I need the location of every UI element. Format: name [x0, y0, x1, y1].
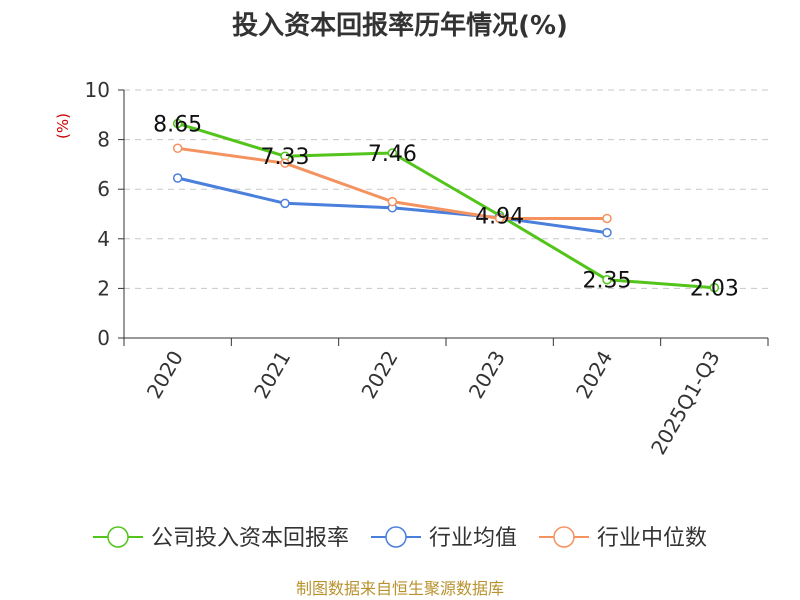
- x-tick-label: 2023: [464, 346, 510, 402]
- legend-swatch-marker: [553, 526, 575, 548]
- data-point: [709, 282, 720, 293]
- x-tick-label: 2024: [571, 347, 617, 403]
- data-point: [494, 213, 505, 224]
- data-labels: 8.65 7.33 7.46 4.94 2.35 2.03: [153, 112, 739, 301]
- grid-lines: [124, 89, 768, 289]
- data-point: [602, 227, 612, 238]
- data-point: [172, 173, 183, 183]
- y-axis-label: (%): [54, 113, 72, 139]
- legend-label: 公司投入资本回报率: [151, 526, 349, 551]
- x-tick-label: 2021: [249, 347, 295, 403]
- data-label: 2.03: [690, 277, 739, 302]
- data-point: [602, 213, 612, 224]
- chart-title: 投入资本回报率历年情况(%): [232, 10, 568, 41]
- x-tick-label: 2025Q1-Q3: [646, 347, 725, 459]
- y-tick-label: 8: [97, 128, 110, 152]
- legend-item: 行业均值: [371, 526, 517, 551]
- data-point: [387, 196, 398, 207]
- legend-label: 行业中位数: [597, 526, 707, 551]
- y-tick-label: 0: [97, 326, 110, 350]
- legend-swatch-marker: [385, 526, 407, 548]
- legend-swatch-marker: [107, 526, 129, 548]
- y-tick-label: 10: [85, 78, 110, 102]
- data-label: 7.33: [261, 145, 310, 170]
- data-point: [172, 143, 183, 154]
- y-tick-label: 2: [97, 276, 110, 300]
- data-label: 7.46: [368, 142, 417, 167]
- data-label: 2.35: [583, 269, 632, 294]
- data-label: 4.94: [475, 204, 524, 229]
- legend-label: 行业均值: [429, 526, 517, 551]
- legend-item: 行业中位数: [539, 526, 707, 551]
- y-tick-label: 4: [97, 227, 110, 251]
- data-point: [280, 198, 290, 209]
- legend-item: 公司投入资本回报率: [93, 526, 349, 551]
- legend: 公司投入资本回报率 行业均值 行业中位数: [93, 526, 707, 551]
- data-point: [172, 118, 183, 129]
- series-lines: [172, 118, 720, 293]
- source-note: 制图数据来自恒生聚源数据库: [296, 579, 504, 598]
- x-tick-label: 2020: [142, 347, 188, 403]
- series-line-0: [177, 122, 715, 290]
- data-point: [280, 158, 290, 168]
- data-point: [387, 148, 398, 158]
- data-label: 8.65: [153, 112, 202, 137]
- x-tick-label: 2022: [356, 347, 402, 403]
- y-tick-label: 6: [97, 177, 110, 201]
- data-point: [602, 274, 612, 285]
